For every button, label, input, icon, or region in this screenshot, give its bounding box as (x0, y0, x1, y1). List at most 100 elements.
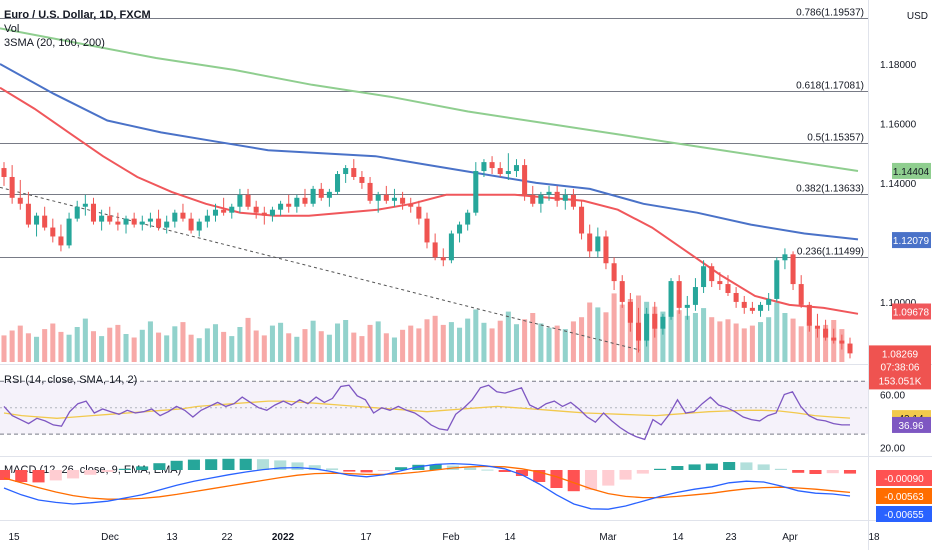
macd-histogram-bar (291, 462, 304, 470)
volume-bar (701, 308, 707, 362)
candle-body (245, 194, 251, 207)
candle-body (343, 168, 349, 175)
time-tick-label: 22 (221, 532, 233, 543)
macd-histogram-bar (360, 470, 373, 473)
candle-body (725, 284, 731, 293)
candle-body (326, 191, 332, 198)
candle-body (432, 242, 438, 258)
volume-bar (66, 334, 72, 362)
volume-bar (473, 309, 479, 362)
volume-bar (595, 307, 601, 362)
time-tick-label: 14 (672, 532, 684, 543)
candle-body (391, 197, 397, 201)
macd-histogram-bar (429, 464, 442, 470)
candle-body (790, 254, 796, 285)
volume-indicator-label[interactable]: Vol (4, 23, 20, 35)
candle-body (611, 263, 617, 282)
volume-bar (562, 329, 568, 362)
macd-histogram-bar (222, 458, 235, 470)
rsi-tick-label: 20.00 (880, 443, 905, 454)
candle-body (635, 322, 642, 341)
candle-body (99, 215, 105, 222)
rsi-panel-label: RSI (14, close, SMA, 14, 2) (4, 374, 137, 386)
macd-tag (876, 488, 932, 504)
candle-body (676, 281, 682, 308)
volume-bar (448, 322, 454, 362)
sma200-line (0, 27, 859, 172)
macd-histogram-bar (723, 462, 736, 470)
volume-bar (74, 327, 80, 362)
candle-body (684, 304, 690, 308)
macd-histogram-bar (256, 459, 270, 470)
symbol-title[interactable]: Euro / U.S. Dollar, 1D, FXCM (4, 9, 151, 21)
volume-bar (115, 324, 121, 362)
candle-body (692, 287, 698, 305)
sma-indicator-label[interactable]: 3SMA (20, 100, 200) (4, 37, 105, 49)
candle-body (237, 194, 243, 207)
candle-body (668, 281, 674, 317)
macd-histogram-bar (274, 460, 287, 470)
macd-histogram-bar (550, 470, 563, 488)
macd-histogram-bar (792, 470, 805, 473)
volume-bar (611, 293, 617, 362)
candle-body (156, 218, 162, 228)
candle-body (709, 266, 715, 282)
macd-histogram-bar (809, 470, 822, 474)
volume-bar (692, 313, 698, 362)
candle-body (416, 206, 422, 219)
macd-histogram-bar (843, 470, 857, 474)
volume-bar (9, 330, 15, 362)
time-tick-label: Apr (782, 532, 798, 543)
volume-bar (400, 329, 406, 362)
volume-bar (554, 325, 560, 362)
macd-histogram-bar (343, 470, 356, 472)
time-tick-label: 17 (360, 532, 372, 543)
volume-bar (310, 320, 316, 362)
candle-body (806, 304, 812, 326)
volume-bar (749, 325, 755, 362)
volume-bar (570, 321, 576, 362)
candle-body (229, 206, 235, 213)
price-tick-label: 1.14000 (880, 179, 917, 190)
candle-body (180, 212, 186, 219)
candle-body (652, 313, 658, 329)
macd-histogram-bar (584, 470, 598, 490)
volume-bar (733, 323, 739, 362)
candle-body (579, 206, 585, 234)
candle-body (310, 188, 316, 204)
candle-body (351, 168, 357, 177)
candle-body (513, 165, 520, 172)
macd-histogram-bar (619, 470, 632, 480)
candle-body (839, 340, 845, 344)
volume-bar (245, 317, 251, 362)
volume-bar (229, 336, 235, 362)
candle-body (139, 221, 145, 225)
volume-bar (172, 326, 178, 362)
macd-histogram-bar (136, 466, 149, 470)
rsi-line (3, 384, 850, 441)
macd-histogram-bar (377, 470, 390, 471)
macd-histogram-bar (705, 463, 718, 470)
volume-bar (465, 318, 471, 362)
volume-bar (90, 331, 97, 362)
volume-bar (326, 334, 332, 362)
volume-bar (684, 315, 690, 362)
fib-label: 0.618(1.17081) (796, 81, 864, 92)
candle-body (554, 191, 560, 201)
volume-bar (17, 325, 23, 362)
volume-bar (278, 322, 284, 362)
candle-body (253, 206, 259, 213)
candle-body (34, 215, 40, 225)
macd-histogram-bar (688, 464, 701, 470)
volume-bar (391, 337, 397, 362)
volume-bar (530, 313, 536, 362)
candle-body (82, 203, 88, 207)
volume-bar (318, 331, 324, 362)
volume-bar (587, 302, 593, 362)
macd-histogram-bar (239, 458, 252, 470)
rsi-tag (892, 416, 931, 433)
volume-bar (34, 336, 40, 362)
volume-bar (798, 326, 804, 362)
